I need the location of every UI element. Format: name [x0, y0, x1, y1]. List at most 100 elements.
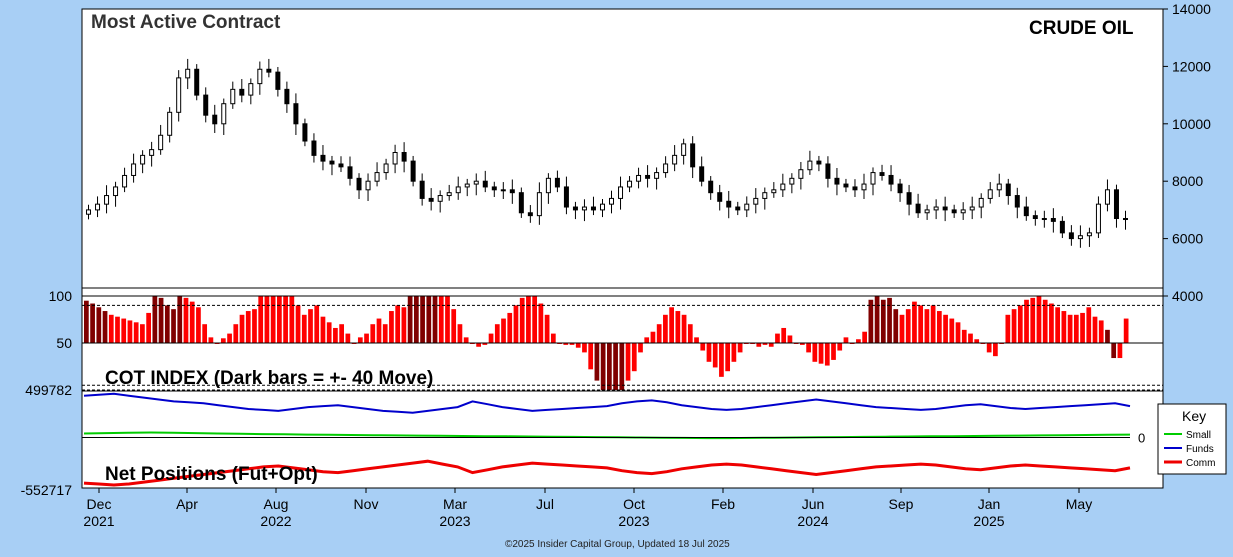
price-candle — [951, 209, 957, 214]
cot-index-bar — [227, 333, 232, 343]
price-candle — [1059, 220, 1065, 234]
cot-index-bar — [600, 343, 606, 390]
price-candle — [194, 68, 200, 96]
price-tick-label: 6000 — [1172, 231, 1203, 247]
price-candle — [942, 206, 948, 211]
cot-index-bar — [725, 343, 731, 372]
cot-index-bar — [1073, 314, 1079, 343]
price-candle — [572, 206, 578, 211]
commodity-label: CRUDE OIL — [1029, 18, 1134, 39]
x-month-label: Apr — [176, 496, 198, 512]
cot-index-bar — [314, 305, 320, 343]
price-candle — [338, 163, 344, 168]
cot-index-bar — [893, 309, 899, 343]
price-candle — [1005, 183, 1011, 197]
price-candle — [446, 192, 452, 197]
x-month-label: Dec — [87, 496, 112, 512]
cot-index-bar — [787, 335, 793, 343]
cot-index-bar — [1105, 329, 1110, 343]
cot-index-bar — [152, 296, 158, 343]
price-candle — [284, 88, 290, 105]
cot-index-bar — [862, 331, 867, 343]
cot-index-bar — [301, 314, 307, 343]
cot-index-bar — [171, 309, 176, 343]
net-max-label: 499782 — [25, 382, 72, 398]
cot-index-bar — [96, 307, 102, 343]
price-candle — [149, 149, 155, 156]
price-tick-label: 10000 — [1172, 116, 1211, 132]
cot-index-bar — [768, 343, 774, 347]
x-month-label: May — [1066, 496, 1092, 512]
cot-index-bar — [432, 296, 438, 343]
cot-index-bar — [544, 314, 550, 343]
cot-index-bar — [831, 343, 836, 360]
x-year-label: 2025 — [973, 513, 1004, 529]
price-candle — [843, 183, 849, 188]
price-candle — [455, 186, 461, 194]
cot-index-bar — [968, 333, 973, 343]
price-candle — [545, 177, 551, 194]
price-candle — [1041, 218, 1047, 221]
cot-index-bars — [84, 296, 1129, 390]
price-candle — [834, 177, 840, 185]
x-year-label: 2024 — [797, 513, 828, 529]
cot-index-bar — [912, 301, 917, 343]
reference-lines — [82, 295, 1163, 438]
price-candle — [311, 140, 317, 156]
cot-index-bar — [526, 296, 531, 343]
price-candle — [1050, 218, 1056, 222]
net-line-comm — [83, 459, 1131, 487]
price-candle — [1077, 235, 1083, 240]
price-candle — [798, 169, 804, 179]
cot-index-bar — [277, 296, 282, 343]
price-candle — [464, 183, 470, 188]
cot-index-bar — [675, 311, 681, 343]
price-tick-label: 12000 — [1172, 58, 1211, 74]
cot-index-bar — [370, 324, 376, 343]
cot-index-bar — [669, 307, 674, 343]
cot-index-bar — [364, 333, 369, 343]
cot-index-bar — [737, 343, 743, 353]
cot-index-bar — [631, 343, 637, 372]
cot-index-bar — [563, 343, 569, 345]
copyright-text: ©2025 Insider Capital Group, Updated 18 … — [505, 539, 730, 550]
cot-index-bar — [220, 338, 226, 343]
price-candle — [302, 123, 308, 142]
price-candle — [960, 209, 966, 214]
cot-index-bar — [376, 318, 382, 343]
price-candle — [140, 154, 146, 165]
net-zero-label: 0 — [1138, 430, 1145, 445]
price-candle — [915, 203, 921, 214]
cot-index-bar — [1092, 316, 1098, 343]
price-candle — [879, 172, 885, 176]
cot-index-bar — [488, 333, 494, 343]
cot-index-title: COT INDEX (Dark bars = +- 40 Move) — [105, 368, 433, 389]
cot-index-bar — [856, 339, 861, 343]
cot-index-bar — [158, 297, 164, 343]
price-candle — [491, 186, 497, 191]
price-candle — [212, 114, 218, 125]
cot-index-bar — [887, 297, 892, 343]
price-candle — [266, 68, 272, 73]
price-candle — [681, 143, 687, 156]
cot-index-bar — [1123, 318, 1129, 343]
x-month-label: Jan — [978, 496, 1001, 512]
x-month-label: Feb — [711, 496, 735, 512]
x-year-label: 2023 — [439, 513, 470, 529]
cot-index-bar — [1011, 309, 1017, 343]
x-month-label: Jun — [802, 496, 825, 512]
price-candle — [969, 206, 975, 211]
price-candle — [230, 88, 236, 105]
x-month-label: Aug — [264, 496, 289, 512]
cot-index-bar — [756, 343, 762, 347]
price-candle — [708, 180, 714, 194]
cot-index-bar — [588, 343, 594, 370]
price-candle — [293, 103, 299, 125]
x-month-label: Mar — [443, 496, 467, 512]
price-candle — [1122, 218, 1128, 221]
cot-index-bar — [345, 333, 351, 343]
price-candle — [933, 206, 939, 211]
price-candle — [1023, 206, 1029, 217]
price-candle — [536, 192, 542, 217]
price-candle — [158, 134, 164, 151]
